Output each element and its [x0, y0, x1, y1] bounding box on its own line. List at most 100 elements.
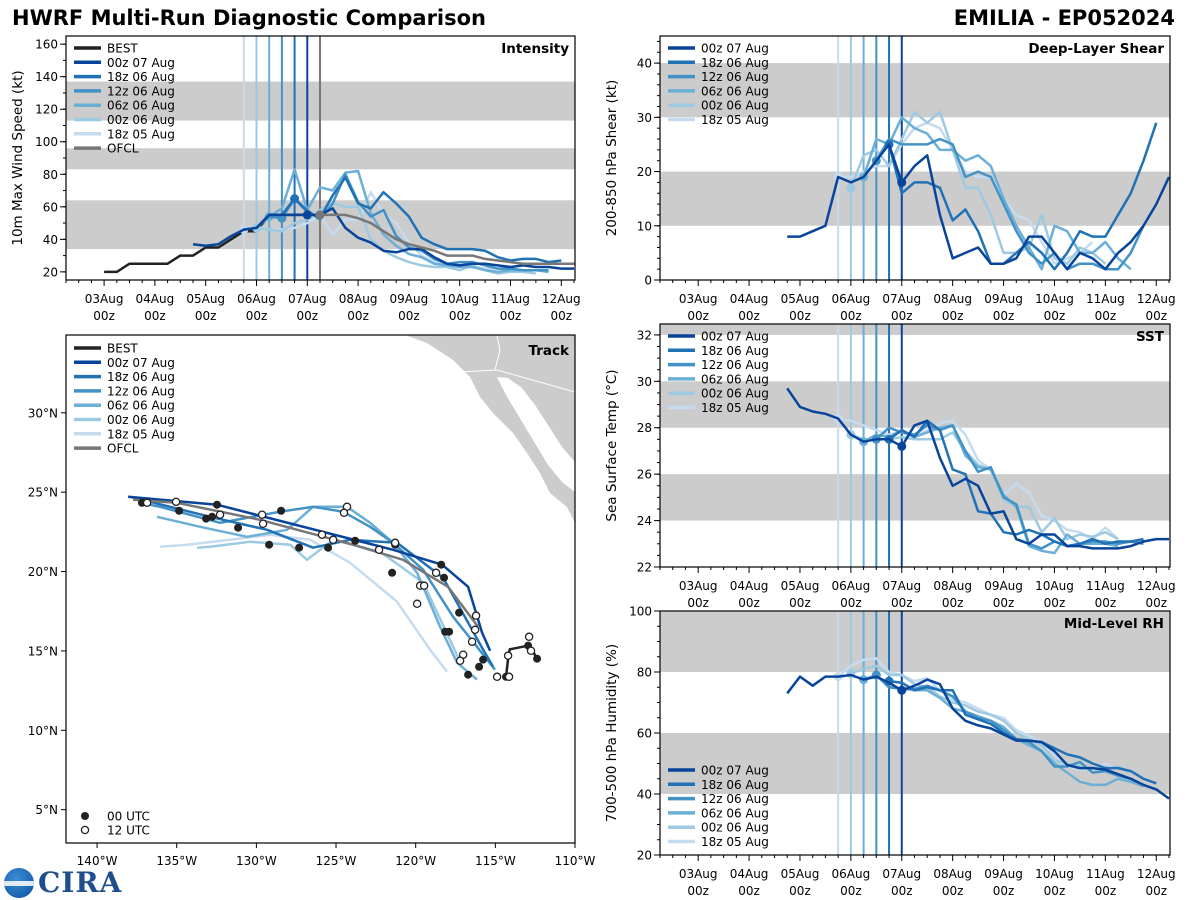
x-tick-label: 125°W — [316, 854, 357, 868]
y-tick-label: 120 — [35, 103, 58, 117]
x-tick-sublabel: 00z — [789, 596, 811, 610]
track-map-land — [66, 335, 575, 843]
x-tick-label: 12Aug — [1137, 579, 1176, 593]
plot-frame — [65, 334, 576, 844]
border-line — [459, 369, 575, 393]
x-tick-label: 04Aug — [730, 579, 769, 593]
marker-00utc-icon — [81, 812, 89, 820]
marker-12utc — [526, 646, 536, 656]
y-tick-label: 160 — [35, 38, 58, 52]
x-tick-sublabel: 00z — [93, 309, 115, 323]
marker-12utc — [390, 538, 400, 548]
x-tick-sublabel: 00z — [738, 884, 760, 898]
plot-frame — [659, 35, 1171, 281]
x-tick-label: 10Aug — [1035, 292, 1074, 306]
x-tick-sublabel: 00z — [195, 309, 217, 323]
y-tick-label: 25°N — [28, 486, 58, 500]
marker-12utc — [455, 656, 465, 666]
legend-label: 06z 06 Aug — [701, 84, 769, 98]
x-tick-label: 130°W — [236, 854, 277, 868]
legend-label: 18z 05 Aug — [107, 427, 175, 441]
x-tick-label: 11Aug — [1086, 579, 1125, 593]
legend-label: 12z 06 Aug — [107, 84, 175, 98]
y-tick-label: 30 — [637, 111, 652, 125]
x-tick-sublabel: 00z — [1145, 884, 1167, 898]
series-line-00z-07-aug — [192, 207, 574, 270]
x-tick-sublabel: 00z — [144, 309, 166, 323]
x-tick-sublabel: 00z — [398, 309, 420, 323]
marker-00utc — [437, 560, 446, 569]
x-tick-label: 05Aug — [781, 292, 820, 306]
y-tick-label: 28 — [637, 421, 652, 435]
x-tick-label: 05Aug — [186, 292, 225, 306]
x-tick-sublabel: 00z — [1095, 884, 1117, 898]
page-title: HWRF Multi-Run Diagnostic Comparison — [12, 6, 487, 30]
x-tick-sublabel: 00z — [993, 596, 1015, 610]
series-line-12z-06-aug — [875, 137, 1145, 271]
marker-legend-label: 12 UTC — [107, 824, 150, 838]
x-tick-sublabel: 00z — [738, 596, 760, 610]
x-tick-label: 10Aug — [1035, 579, 1074, 593]
legend-label: OFCL — [107, 442, 139, 456]
marker-12utc — [339, 508, 349, 518]
legend-label: 18z 05 Aug — [107, 127, 175, 141]
x-tick-sublabel: 00z — [891, 884, 913, 898]
x-tick-sublabel: 00z — [246, 309, 268, 323]
plot-frame — [659, 323, 1171, 568]
y-tick-label: 0 — [644, 274, 652, 288]
x-tick-label: 06Aug — [237, 292, 276, 306]
storm-id: EMILIA - EP052024 — [953, 6, 1175, 30]
x-tick-sublabel: 00z — [1095, 309, 1117, 323]
init-marker — [290, 194, 300, 204]
x-tick-sublabel: 00z — [687, 884, 709, 898]
x-tick-sublabel: 00z — [942, 596, 964, 610]
legend-label: 18z 06 Aug — [701, 56, 769, 70]
marker-00utc — [324, 543, 333, 552]
x-tick-label: 06Aug — [832, 292, 871, 306]
legend-label: 00z 07 Aug — [701, 330, 769, 344]
marker-00utc — [475, 662, 484, 671]
y-tick-label: 20 — [637, 165, 652, 179]
x-tick-label: 07Aug — [882, 292, 921, 306]
y-tick-label: 60 — [43, 200, 58, 214]
threshold-band — [660, 324, 1170, 335]
marker-00utc — [464, 670, 473, 679]
x-tick-label: 09Aug — [390, 292, 429, 306]
gulf-of-california — [497, 377, 575, 492]
x-tick-label: 10Aug — [1035, 867, 1074, 881]
marker-12utc — [431, 568, 441, 578]
y-tick-label: 26 — [637, 468, 652, 482]
y-tick-label: 10°N — [28, 724, 58, 738]
panel-rh: 03Aug 00z 04Aug 00z 05Aug 00z 06Aug 00z 07Aug 00z… — [604, 605, 1176, 899]
marker-12utc — [142, 498, 152, 508]
marker-12utc — [412, 599, 422, 609]
legend-label: OFCL — [107, 142, 139, 156]
y-tick-label: 140 — [35, 70, 58, 84]
marker-12utc — [328, 535, 338, 545]
legend-label: 12z 06 Aug — [701, 358, 769, 372]
x-tick-sublabel: 00z — [1044, 309, 1066, 323]
x-tick-label: 12Aug — [542, 292, 581, 306]
y-axis-label: 200-850 hPa Shear (kt) — [604, 80, 620, 237]
plot-area — [660, 36, 1170, 280]
x-tick-sublabel: 00z — [1145, 596, 1167, 610]
x-tick-label: 08Aug — [933, 579, 972, 593]
x-tick-sublabel: 00z — [500, 309, 522, 323]
marker-00utc — [208, 512, 217, 521]
legend-label: BEST — [107, 342, 138, 356]
marker-00utc — [388, 568, 397, 577]
x-tick-label: 10Aug — [440, 292, 479, 306]
x-tick-label: 115°W — [475, 854, 516, 868]
marker-12utc — [492, 672, 502, 682]
legend-label: 00z 06 Aug — [107, 413, 175, 427]
x-tick-sublabel: 00z — [993, 309, 1015, 323]
x-tick-sublabel: 00z — [1044, 596, 1066, 610]
x-tick-label: 05Aug — [781, 867, 820, 881]
threshold-band — [660, 381, 1170, 428]
x-tick-label: 05Aug — [781, 579, 820, 593]
y-axis-label: 10m Max Wind Speed (kt) — [10, 70, 26, 245]
series-line-06z-06-aug — [862, 116, 1132, 271]
track-line-18z-05-aug — [159, 533, 449, 673]
